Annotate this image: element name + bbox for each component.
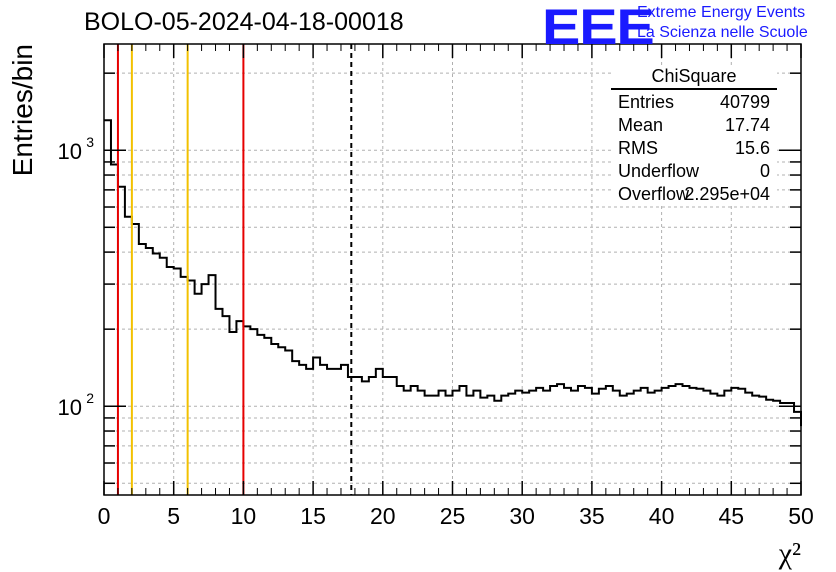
- stats-box: ChiSquare Entries 40799 Mean 17.74 RMS 1…: [611, 66, 777, 205]
- y-tick-label: 10: [58, 395, 82, 420]
- y-axis-label: Entries/bin: [7, 44, 38, 176]
- stats-key: Overflow: [618, 184, 690, 204]
- stats-key: Mean: [618, 115, 664, 135]
- y-tick-label-exponent: 3: [86, 134, 94, 150]
- stats-row-underflow: Underflow 0: [611, 159, 777, 182]
- y-tick-label-exponent: 2: [86, 390, 94, 406]
- x-tick-label: 45: [719, 503, 745, 529]
- stats-row-entries: Entries 40799: [611, 90, 777, 113]
- stats-key: Underflow: [618, 161, 700, 181]
- stats-value: 2.295e+04: [684, 184, 770, 204]
- logo-subtitle-1: Extreme Energy Events: [637, 4, 806, 21]
- stats-key: Entries: [618, 92, 675, 112]
- stats-value: 15.6: [734, 138, 770, 158]
- x-tick-label: 20: [370, 503, 396, 529]
- stats-row-rms: RMS 15.6: [611, 136, 777, 159]
- y-tick-label: 10: [58, 139, 82, 164]
- x-tick-label: 5: [167, 503, 180, 529]
- x-tick-label: 40: [649, 503, 675, 529]
- stats-row-overflow: Overflow 2.295e+04: [611, 182, 777, 205]
- x-tick-label: 0: [98, 503, 111, 529]
- histogram-series: [104, 119, 802, 427]
- stats-row-mean: Mean 17.74: [611, 113, 777, 136]
- x-tick-label: 30: [509, 503, 535, 529]
- stats-title: ChiSquare: [611, 66, 777, 90]
- x-tick-label: 25: [440, 503, 466, 529]
- x-tick-label: 10: [231, 503, 257, 529]
- x-tick-label: 15: [300, 503, 326, 529]
- stats-key: RMS: [618, 138, 658, 158]
- stats-value: 40799: [719, 92, 770, 112]
- stats-value: 0: [759, 161, 770, 181]
- stats-value: 17.74: [724, 115, 770, 135]
- chart-title: BOLO-05-2024-04-18-00018: [84, 8, 404, 36]
- x-axis-label: χ²: [778, 537, 801, 570]
- eee-logo: EEE: [542, 0, 655, 55]
- logo-subtitle-2: La Scienza nelle Scuole: [637, 24, 808, 41]
- x-tick-label: 35: [579, 503, 605, 529]
- x-tick-label: 50: [788, 503, 814, 529]
